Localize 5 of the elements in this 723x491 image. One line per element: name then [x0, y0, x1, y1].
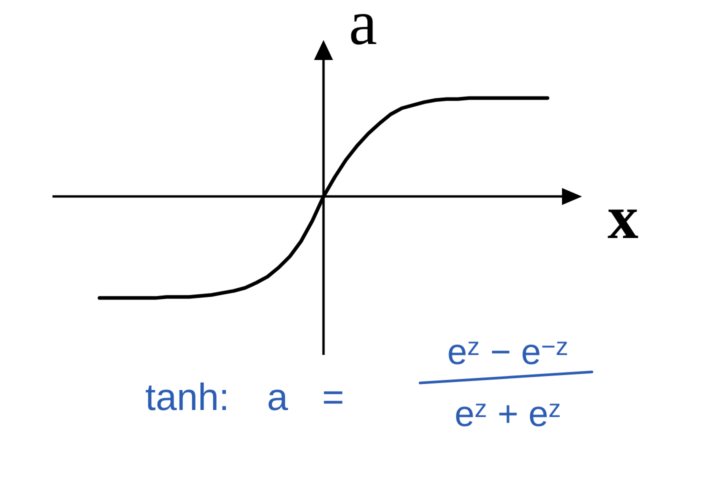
x-axis-title: x [608, 210, 638, 238]
text: e$^{z}$ + e$^{z}$ [456, 404, 560, 426]
text: e$^{z}$ − e$^{−z}$ [448, 342, 568, 364]
y-axis-title: a [351, 14, 376, 45]
text: tanh: a = [146, 382, 342, 410]
